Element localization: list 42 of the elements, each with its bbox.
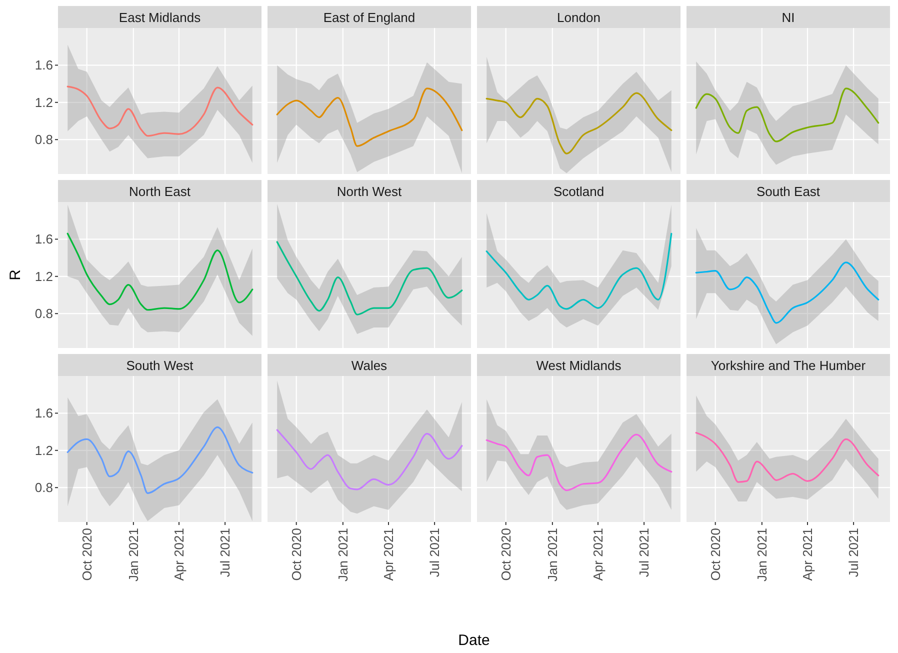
chart-title: North East — [129, 184, 191, 199]
line-series — [66, 426, 254, 494]
y-tick-label: 1.2 — [34, 442, 53, 458]
x-tick-label: Jul 2021 — [427, 528, 442, 578]
x-tick-label: Jan 2021 — [126, 528, 141, 582]
x-tick-label: Oct 2020 — [708, 528, 723, 581]
chart-title: West Midlands — [536, 358, 622, 373]
y-tick-label: 0.8 — [34, 480, 53, 496]
x-tick-label: Oct 2020 — [288, 528, 304, 581]
x-tick-label: Oct 2020 — [79, 528, 94, 581]
chart-title: South West — [126, 358, 194, 373]
chart-title: Wales — [351, 358, 388, 373]
y-tick-label: 1.6 — [34, 58, 53, 73]
x-tick-label: Apr 2021 — [171, 528, 186, 581]
y-tick-label: 1.6 — [34, 232, 53, 247]
y-tick-label: 1.2 — [34, 94, 53, 110]
y-tick-label: 1.6 — [34, 406, 53, 421]
chart-title: North West — [336, 184, 402, 199]
x-tick-label: Jul 2021 — [846, 528, 862, 578]
y-axis-title: R — [7, 269, 24, 280]
chart-title: NI — [782, 10, 795, 25]
x-tick-label: Apr 2021 — [380, 528, 396, 581]
chart-title: London — [557, 10, 600, 25]
x-tick-label: Jan 2021 — [754, 528, 770, 582]
chart-title: South East — [756, 184, 820, 199]
x-tick-label: Oct 2020 — [498, 528, 514, 581]
line-series — [66, 232, 254, 311]
y-tick-label: 1.2 — [34, 268, 53, 284]
x-tick-label: Jul 2021 — [636, 528, 652, 578]
y-tick-label: 0.8 — [34, 132, 53, 148]
x-axis-title: Date — [458, 632, 490, 649]
x-tick-label: Apr 2021 — [800, 528, 815, 581]
line-series — [66, 86, 254, 137]
chart-title: East Midlands — [118, 10, 202, 25]
x-tick-label: Apr 2021 — [590, 528, 606, 581]
chart-title: Scotland — [553, 184, 604, 199]
y-tick-label: 0.8 — [34, 306, 53, 322]
x-tick-label: Jul 2021 — [218, 528, 233, 578]
x-tick-label: Jan 2021 — [544, 528, 560, 582]
x-tick-label: Jan 2021 — [335, 528, 350, 582]
chart-title: East of England — [323, 10, 416, 25]
chart-title: Yorkshire and The Humber — [710, 358, 866, 373]
